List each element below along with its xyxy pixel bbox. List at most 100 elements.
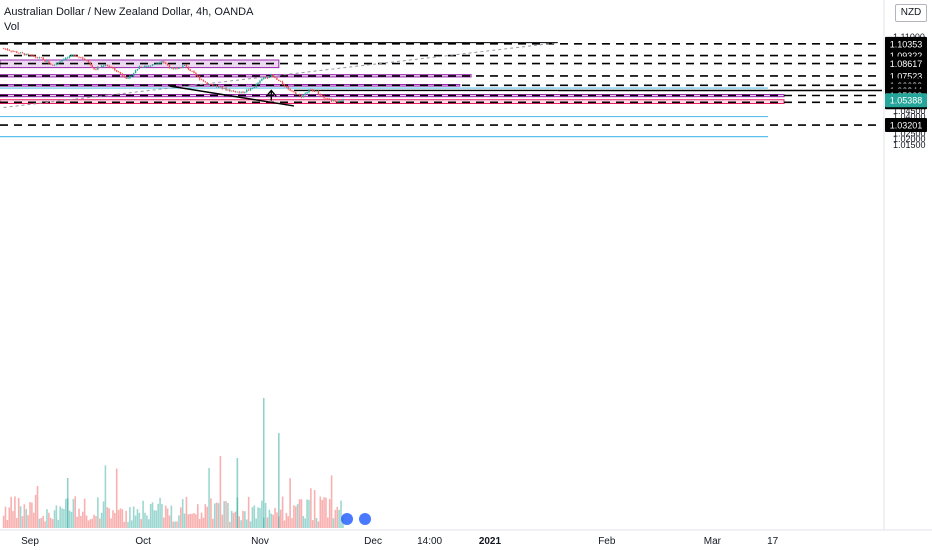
volume-bar — [34, 494, 37, 528]
volume-bar — [238, 516, 241, 528]
volume-bar — [328, 499, 331, 528]
candle-body — [163, 61, 165, 63]
candle-body — [51, 64, 54, 66]
volume-bar — [25, 509, 28, 528]
candle-body — [176, 68, 178, 70]
volume-label: Vol — [4, 21, 20, 33]
volume-bar — [221, 514, 224, 528]
candle-body — [146, 65, 148, 67]
candle-body — [112, 67, 114, 69]
candle-body — [219, 86, 222, 88]
volume-bar — [285, 512, 288, 528]
volume-bar — [227, 502, 229, 528]
volume-bar — [100, 512, 103, 528]
volume-bar — [80, 515, 82, 528]
currency-button[interactable]: NZD — [895, 4, 927, 22]
candle-body — [287, 86, 289, 90]
event-icon[interactable] — [359, 513, 371, 525]
price-badge-label: 1.09322 — [890, 51, 923, 61]
volume-bar — [36, 485, 39, 528]
volume-bar — [296, 504, 299, 528]
volume-bar — [174, 521, 176, 528]
volume-bar — [74, 496, 77, 528]
price-badge — [885, 36, 927, 51]
volume-bar — [6, 520, 9, 528]
volume-bar — [249, 521, 252, 528]
candle-body — [172, 67, 174, 70]
volume-bar — [42, 516, 44, 528]
volume-bar — [291, 518, 293, 528]
candle-body — [10, 50, 12, 52]
volume-bar — [200, 512, 203, 528]
volume-bar — [19, 506, 22, 528]
volume-bar — [68, 510, 71, 528]
event-icon[interactable] — [341, 513, 353, 525]
volume-bar — [274, 507, 276, 528]
candle-body — [119, 72, 122, 74]
volume-bar — [191, 513, 193, 528]
volume-bar — [315, 518, 318, 528]
volume-bar — [219, 455, 222, 528]
candle-body — [204, 81, 207, 83]
candle-body — [82, 57, 84, 59]
time-tick-label: Oct — [135, 536, 151, 547]
volume-bar — [327, 517, 329, 528]
candle-body — [63, 59, 65, 61]
price-tick-label: 1.02500 — [893, 129, 926, 139]
volume-bar — [127, 521, 129, 528]
volume-bar — [48, 512, 50, 528]
candle-body — [234, 91, 237, 93]
volume-bar — [268, 509, 271, 528]
candle-body — [74, 55, 76, 57]
volume-bar — [293, 505, 295, 528]
volume-bar — [255, 518, 257, 528]
candle-body — [138, 66, 141, 70]
candle-body — [227, 89, 229, 91]
candle-body — [136, 69, 139, 71]
price-badge-label: 1.07523 — [890, 71, 923, 81]
candle-body — [319, 94, 321, 96]
candle-body — [298, 94, 301, 95]
volume-bar — [172, 521, 175, 528]
candle-body — [308, 89, 310, 93]
candle-body — [108, 65, 110, 67]
volume-bar — [230, 510, 233, 528]
volume-bar — [123, 521, 126, 528]
volume-bar — [130, 520, 133, 528]
candle-body — [291, 90, 293, 92]
time-tick-label: Mar — [704, 536, 722, 547]
candle-body — [300, 94, 303, 97]
candles — [2, 47, 344, 103]
volume-bar — [321, 500, 323, 528]
candle-body — [240, 91, 242, 93]
candle-body — [132, 73, 135, 76]
candle-body — [272, 74, 274, 77]
volume-bar — [261, 500, 263, 528]
time-tick-label: 2021 — [479, 536, 502, 547]
candle-body — [191, 70, 193, 72]
volume-bar — [63, 509, 65, 528]
candle-body — [246, 89, 248, 92]
volume-bar — [138, 512, 141, 528]
candle-body — [276, 77, 278, 80]
candle-body — [25, 53, 27, 56]
candle-body — [8, 49, 10, 51]
candle-body — [329, 98, 331, 100]
candle-body — [332, 100, 335, 102]
volume-bar — [53, 510, 56, 528]
candle-body — [123, 75, 125, 78]
arrow-head — [265, 89, 277, 97]
volume-bar — [323, 497, 325, 528]
volume-bar — [159, 497, 161, 528]
volume-bar — [61, 508, 63, 528]
volume-bar — [334, 509, 337, 528]
volume-bar — [270, 513, 273, 528]
candle-body — [274, 76, 276, 78]
volume-bar — [193, 513, 195, 528]
volume-bar — [59, 506, 61, 528]
volume-bar — [106, 507, 109, 528]
volume-bar — [281, 496, 284, 528]
volume-bar — [144, 512, 146, 528]
candle-body — [321, 95, 323, 97]
